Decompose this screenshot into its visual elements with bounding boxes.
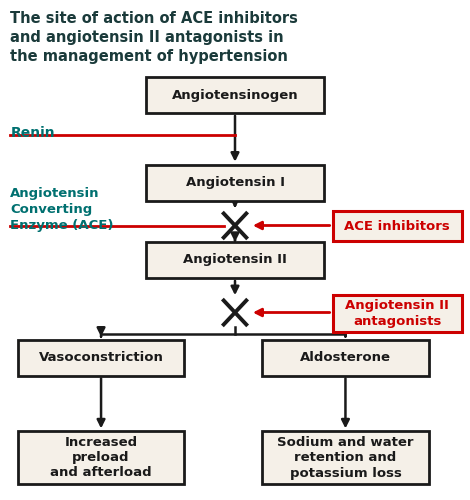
Text: Angiotensin II: Angiotensin II	[183, 254, 287, 266]
Text: Increased
preload
and afterload: Increased preload and afterload	[50, 436, 152, 480]
FancyBboxPatch shape	[146, 242, 324, 278]
Text: The site of action of ACE inhibitors
and angiotensin II antagonists in
the manag: The site of action of ACE inhibitors and…	[10, 11, 298, 64]
Text: ACE inhibitors: ACE inhibitors	[344, 220, 450, 232]
Text: Sodium and water
retention and
potassium loss: Sodium and water retention and potassium…	[277, 436, 414, 480]
FancyBboxPatch shape	[262, 431, 429, 484]
Text: Angiotensinogen: Angiotensinogen	[172, 88, 298, 102]
FancyBboxPatch shape	[333, 294, 462, 332]
Text: Angiotensin
Converting
Enzyme (ACE): Angiotensin Converting Enzyme (ACE)	[10, 188, 114, 232]
Text: Vasoconstriction: Vasoconstriction	[39, 351, 164, 364]
FancyBboxPatch shape	[18, 340, 184, 376]
Text: Aldosterone: Aldosterone	[300, 351, 391, 364]
Text: Angiotensin I: Angiotensin I	[186, 176, 284, 189]
FancyBboxPatch shape	[146, 164, 324, 200]
Text: Angiotensin II
antagonists: Angiotensin II antagonists	[345, 299, 449, 328]
FancyBboxPatch shape	[333, 211, 462, 241]
FancyBboxPatch shape	[18, 431, 184, 484]
FancyBboxPatch shape	[146, 77, 324, 113]
FancyBboxPatch shape	[262, 340, 429, 376]
Text: Renin: Renin	[10, 126, 55, 140]
